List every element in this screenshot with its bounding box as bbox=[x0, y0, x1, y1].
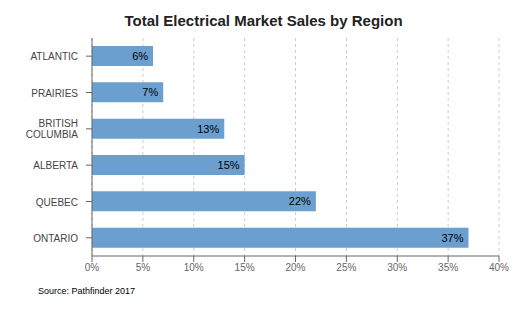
svg-text:20%: 20% bbox=[285, 262, 305, 273]
svg-text:7%: 7% bbox=[142, 86, 158, 98]
svg-text:PRAIRIES: PRAIRIES bbox=[31, 87, 78, 98]
html-text:Total Electrical Market Sales: Total Electrical Market Sales by Region bbox=[124, 12, 403, 29]
svg-text:22%: 22% bbox=[289, 195, 311, 207]
svg-text:35%: 35% bbox=[438, 262, 458, 273]
svg-text:37%: 37% bbox=[441, 232, 463, 244]
html-text:Source: Pathfinder 2017: Source: Pathfinder 2017 bbox=[38, 286, 136, 296]
svg-text:13%: 13% bbox=[197, 123, 219, 135]
svg-text:ATLANTIC: ATLANTIC bbox=[30, 51, 78, 62]
svg-text:10%: 10% bbox=[184, 262, 204, 273]
svg-text:ONTARIO: ONTARIO bbox=[33, 232, 78, 243]
svg-text:25%: 25% bbox=[336, 262, 356, 273]
svg-text:15%: 15% bbox=[218, 159, 240, 171]
svg-text:15%: 15% bbox=[235, 262, 255, 273]
svg-text:40%: 40% bbox=[489, 262, 509, 273]
svg-text:6%: 6% bbox=[132, 50, 148, 62]
svg-text:QUEBEC: QUEBEC bbox=[36, 196, 78, 207]
svg-text:0%: 0% bbox=[85, 262, 100, 273]
svg-text:30%: 30% bbox=[387, 262, 407, 273]
svg-text:5%: 5% bbox=[136, 262, 151, 273]
svg-text:BRITISHCOLUMBIA: BRITISHCOLUMBIA bbox=[26, 118, 79, 140]
svg-text:ALBERTA: ALBERTA bbox=[33, 160, 78, 171]
